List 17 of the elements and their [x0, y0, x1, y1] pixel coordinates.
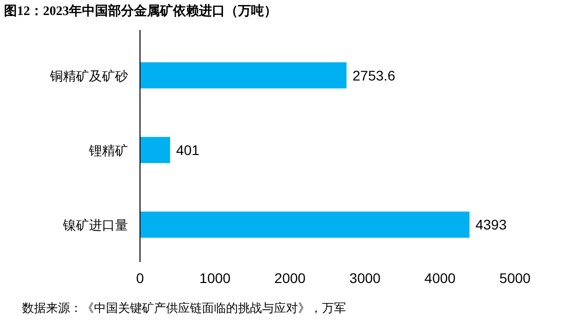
x-tick-label: 1000	[199, 270, 231, 286]
y-tick-label: 铜精矿及矿砂	[49, 68, 128, 84]
x-tick-label: 5000	[499, 270, 531, 286]
bar	[140, 62, 347, 88]
bar	[140, 212, 470, 238]
y-tick-label: 镍矿进口量	[62, 218, 128, 233]
data-label: 4393	[475, 216, 507, 233]
data-label: 401	[176, 142, 200, 158]
x-tick-label: 3000	[349, 270, 381, 286]
y-tick-label: 锂精矿	[88, 143, 128, 158]
chart-title: 图12：2023年中国部分金属矿依赖进口（万吨）	[4, 3, 277, 18]
source-note: 数据来源：《中国关键矿产供应链面临的挑战与应对》，万军	[22, 301, 346, 315]
x-tick-label: 4000	[424, 270, 456, 286]
data-label: 2753.6	[352, 67, 396, 84]
x-tick-label: 2000	[274, 270, 306, 286]
x-tick-label: 0	[136, 270, 144, 286]
bar	[140, 136, 170, 164]
